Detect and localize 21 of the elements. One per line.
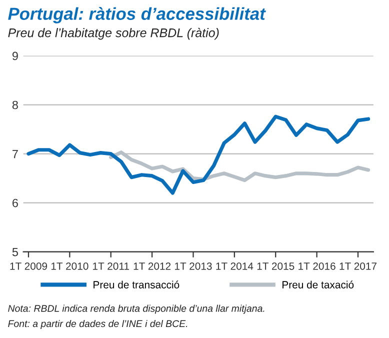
x-tick-label: 1T 2010 <box>51 262 88 270</box>
x-tick-label: 1T 2017 <box>340 262 376 270</box>
x-tick-label: 1T 2016 <box>298 262 336 270</box>
x-tick-label: 1T 2013 <box>175 262 212 270</box>
legend-label: Preu de taxació <box>282 280 354 288</box>
x-tick-label: 1T 2015 <box>257 262 294 270</box>
text: Font: a partir de dades de l’INE i del BCE. <box>8 320 188 330</box>
chart-title: Portugal: ràtios d’accessibilitat <box>8 7 266 24</box>
y-tick-label: 6 <box>12 198 18 208</box>
line-series <box>26 114 370 195</box>
text: Nota: RBDL indica renda bruta disponible d’una llar mitjana. <box>8 304 264 314</box>
y-tick-label: 5 <box>12 248 18 256</box>
y-tick-label: 7 <box>12 150 18 158</box>
x-tick-label: 1T 2014 <box>216 262 254 270</box>
y-tick-label: 9 <box>12 52 18 60</box>
y-tick-label: 8 <box>12 100 18 110</box>
chart-subtitle: Preu de l’habitatge sobre RBDL (ràtio) <box>8 28 219 40</box>
x-tick-label: 1T 2009 <box>10 262 48 270</box>
x-tick-label: 1T 2011 <box>93 262 129 270</box>
x-tick-label: 1T 2012 <box>134 262 171 270</box>
legend-label: Preu de transacció <box>94 280 180 288</box>
